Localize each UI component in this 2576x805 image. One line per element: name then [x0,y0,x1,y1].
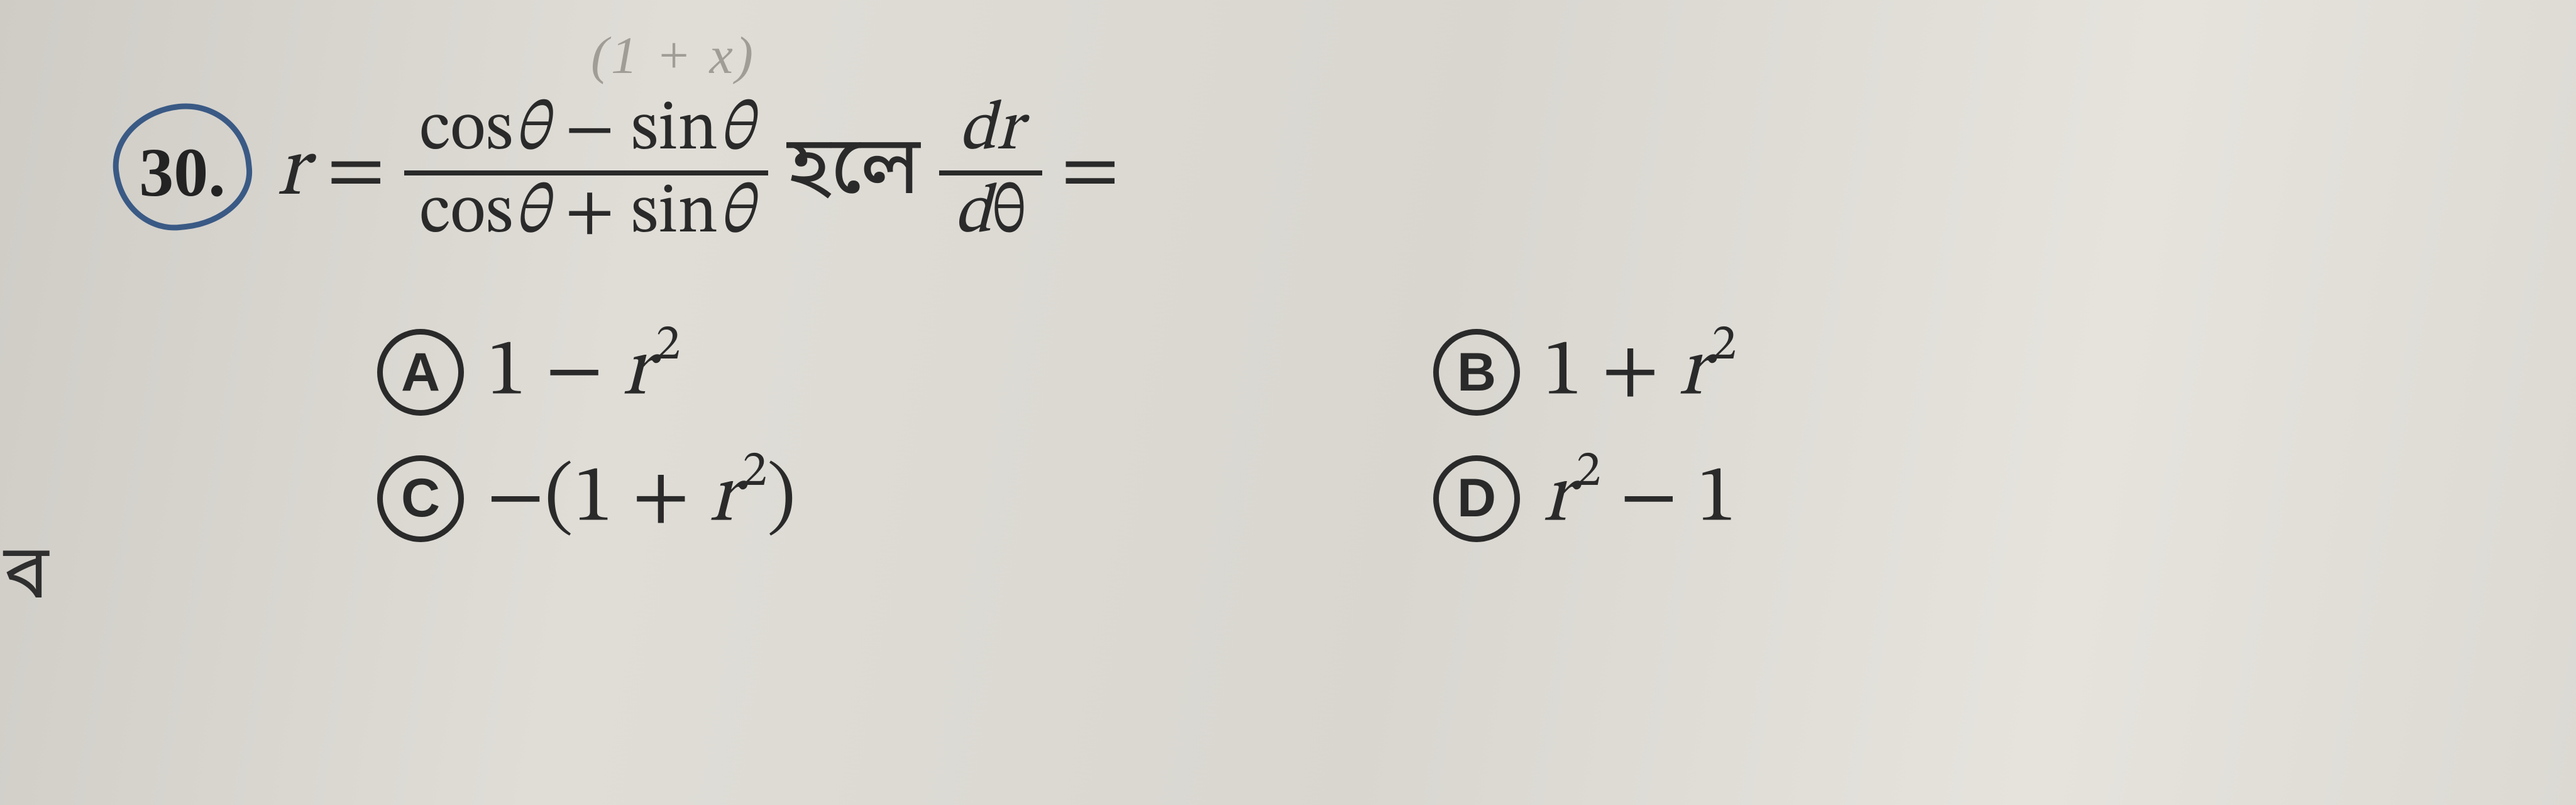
d-italic: d [954,179,991,248]
option-expression: 1 − r2 [487,322,680,423]
question-row: 30. r = cosθ − sinθ cosθ + sinθ হলে [113,92,2488,253]
option-label-b: B [1433,329,1520,416]
cos-text: cos [419,179,513,248]
fraction-trig: cosθ − sinθ cosθ + sinθ [404,92,768,253]
option-expression: r2 − 1 [1543,448,1736,550]
option-b[interactable]: B 1 + r2 [1433,322,2414,423]
equals-sign: = [1061,121,1120,224]
var-r: r [622,333,653,413]
question-expression: r = cosθ − sinθ cosθ + sinθ হলে dr [277,92,1120,253]
minus-sign: − [564,96,614,165]
option-expression: −(1 + r2) [487,448,796,550]
options-grid: A 1 − r2 B 1 + r2 C −(1 + r2) D r2 − 1 [377,322,2488,549]
option-c[interactable]: C −(1 + r2) [377,448,1358,550]
option-d[interactable]: D r2 − 1 [1433,448,2414,550]
connector-word: হলে [787,119,920,227]
cos-text: cos [419,96,513,165]
text: 1 + [1543,333,1678,413]
exponent: 2 [1576,447,1600,497]
text: ) [767,458,796,539]
question-number: 30. [113,110,251,236]
cropped-side-char: ব [4,528,49,628]
fraction-numerator: cosθ − sinθ [404,92,768,170]
exponent: 2 [1712,321,1736,370]
var-r: r [1543,458,1573,539]
text: 1 − [487,333,622,413]
var-r: r [277,121,307,224]
var-r: r [709,458,740,539]
equals-sign: = [326,121,385,224]
exponent: 2 [656,321,680,370]
fraction-bar [404,170,768,175]
theta: θ [513,96,549,165]
theta: θ [513,179,549,248]
fraction-denominator: dθ [939,175,1042,253]
option-label-c: C [377,455,464,542]
fraction-numerator: dr [944,92,1037,170]
sin-text: sin [631,179,718,248]
theta: θ [718,96,754,165]
page: (1 + x) 30. r = cosθ − sinθ cosθ + sinθ [0,0,2576,805]
text: −(1 + [487,458,709,539]
exponent: 2 [742,447,767,497]
fraction-derivative: dr dθ [939,92,1042,253]
option-a[interactable]: A 1 − r2 [377,322,1358,423]
theta: θ [991,179,1027,248]
theta: θ [718,179,754,248]
fraction-bar [939,170,1042,175]
d-italic: d [959,96,996,165]
option-label-a: A [377,329,464,416]
sin-text: sin [631,96,718,165]
fraction-denominator: cosθ + sinθ [404,175,768,253]
var-r: r [1678,333,1709,413]
text: − 1 [1601,458,1737,539]
option-label-d: D [1433,455,1520,542]
cropped-prev-line: (1 + x) [591,25,2488,86]
question-number-text: 30. [113,110,251,236]
plus-sign: + [564,179,614,248]
var-r: r [996,96,1022,165]
option-expression: 1 + r2 [1543,322,1736,423]
